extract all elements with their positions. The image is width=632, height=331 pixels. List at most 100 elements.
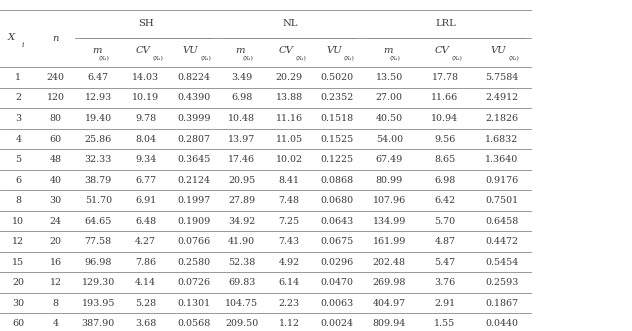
Text: 8.04: 8.04 bbox=[135, 134, 156, 144]
Text: 9.34: 9.34 bbox=[135, 155, 156, 164]
Text: 0.0470: 0.0470 bbox=[320, 278, 354, 287]
Text: 0.3645: 0.3645 bbox=[177, 155, 210, 164]
Text: 0.4472: 0.4472 bbox=[485, 237, 518, 246]
Text: 4: 4 bbox=[52, 319, 59, 328]
Text: 0.0296: 0.0296 bbox=[320, 258, 354, 267]
Text: 16: 16 bbox=[49, 258, 62, 267]
Text: 0.8224: 0.8224 bbox=[177, 73, 210, 82]
Text: 0.5454: 0.5454 bbox=[485, 258, 518, 267]
Text: 38.79: 38.79 bbox=[85, 175, 112, 185]
Text: 7.48: 7.48 bbox=[279, 196, 300, 205]
Text: 0.0063: 0.0063 bbox=[320, 299, 354, 308]
Text: 6.14: 6.14 bbox=[279, 278, 300, 287]
Text: 1: 1 bbox=[15, 73, 21, 82]
Text: NL: NL bbox=[282, 20, 298, 28]
Text: (Xᵢ): (Xᵢ) bbox=[344, 56, 355, 61]
Text: 34.92: 34.92 bbox=[228, 216, 255, 226]
Text: 2.91: 2.91 bbox=[434, 299, 456, 308]
Text: 8.65: 8.65 bbox=[434, 155, 456, 164]
Text: 40: 40 bbox=[50, 175, 61, 185]
Text: 3.76: 3.76 bbox=[434, 278, 456, 287]
Text: 12.93: 12.93 bbox=[85, 93, 112, 103]
Text: 41.90: 41.90 bbox=[228, 237, 255, 246]
Text: 134.99: 134.99 bbox=[373, 216, 406, 226]
Text: 5.7584: 5.7584 bbox=[485, 73, 518, 82]
Text: 15: 15 bbox=[12, 258, 25, 267]
Text: 80: 80 bbox=[50, 114, 61, 123]
Text: CV: CV bbox=[135, 46, 150, 56]
Text: 0.9176: 0.9176 bbox=[485, 175, 518, 185]
Text: 6.42: 6.42 bbox=[434, 196, 456, 205]
Text: 0.5020: 0.5020 bbox=[320, 73, 354, 82]
Text: 10: 10 bbox=[13, 216, 24, 226]
Text: 0.2807: 0.2807 bbox=[177, 134, 210, 144]
Text: 27.00: 27.00 bbox=[376, 93, 403, 103]
Text: 69.83: 69.83 bbox=[228, 278, 255, 287]
Text: 5.70: 5.70 bbox=[434, 216, 456, 226]
Text: VU: VU bbox=[326, 46, 342, 56]
Text: 5.47: 5.47 bbox=[434, 258, 456, 267]
Text: (Xᵢ): (Xᵢ) bbox=[99, 56, 110, 61]
Text: 0.0868: 0.0868 bbox=[320, 175, 354, 185]
Text: 14.03: 14.03 bbox=[132, 73, 159, 82]
Text: CV: CV bbox=[279, 46, 293, 56]
Text: CV: CV bbox=[434, 46, 449, 56]
Text: 0.2352: 0.2352 bbox=[320, 93, 354, 103]
Text: VU: VU bbox=[491, 46, 507, 56]
Text: 17.78: 17.78 bbox=[432, 73, 458, 82]
Text: 67.49: 67.49 bbox=[375, 155, 403, 164]
Text: (Xᵢ): (Xᵢ) bbox=[509, 56, 520, 61]
Text: (Xᵢ): (Xᵢ) bbox=[200, 56, 211, 61]
Text: 404.97: 404.97 bbox=[373, 299, 406, 308]
Text: 0.1301: 0.1301 bbox=[177, 299, 210, 308]
Text: 40.50: 40.50 bbox=[376, 114, 403, 123]
Text: 240: 240 bbox=[47, 73, 64, 82]
Text: 387.90: 387.90 bbox=[82, 319, 115, 328]
Text: 25.86: 25.86 bbox=[85, 134, 112, 144]
Text: 0.2580: 0.2580 bbox=[177, 258, 210, 267]
Text: VU: VU bbox=[183, 46, 198, 56]
Text: 64.65: 64.65 bbox=[85, 216, 112, 226]
Text: 0.0440: 0.0440 bbox=[485, 319, 518, 328]
Text: 20: 20 bbox=[50, 237, 61, 246]
Text: 0.0643: 0.0643 bbox=[320, 216, 354, 226]
Text: 161.99: 161.99 bbox=[373, 237, 406, 246]
Text: 1.6832: 1.6832 bbox=[485, 134, 518, 144]
Text: 27.89: 27.89 bbox=[228, 196, 255, 205]
Text: 0.0680: 0.0680 bbox=[320, 196, 354, 205]
Text: (Xᵢ): (Xᵢ) bbox=[452, 56, 463, 61]
Text: (Xᵢ): (Xᵢ) bbox=[296, 56, 307, 61]
Text: 3.49: 3.49 bbox=[231, 73, 252, 82]
Text: 0.0024: 0.0024 bbox=[320, 319, 354, 328]
Text: 1.3640: 1.3640 bbox=[485, 155, 518, 164]
Text: 80.99: 80.99 bbox=[375, 175, 403, 185]
Text: 96.98: 96.98 bbox=[85, 258, 112, 267]
Text: 9.78: 9.78 bbox=[135, 114, 156, 123]
Text: 24: 24 bbox=[50, 216, 61, 226]
Text: 0.0568: 0.0568 bbox=[177, 319, 210, 328]
Text: LRL: LRL bbox=[436, 20, 456, 28]
Text: 202.48: 202.48 bbox=[373, 258, 406, 267]
Text: 6.98: 6.98 bbox=[231, 93, 252, 103]
Text: m: m bbox=[236, 46, 245, 56]
Text: 4.87: 4.87 bbox=[434, 237, 456, 246]
Text: 3.68: 3.68 bbox=[135, 319, 156, 328]
Text: 0.1867: 0.1867 bbox=[485, 299, 518, 308]
Text: 8.41: 8.41 bbox=[279, 175, 300, 185]
Text: 1.12: 1.12 bbox=[279, 319, 300, 328]
Text: 51.70: 51.70 bbox=[85, 196, 112, 205]
Text: 30: 30 bbox=[49, 196, 62, 205]
Text: 77.58: 77.58 bbox=[85, 237, 112, 246]
Text: 6.47: 6.47 bbox=[88, 73, 109, 82]
Text: 13.97: 13.97 bbox=[228, 134, 255, 144]
Text: 2.23: 2.23 bbox=[279, 299, 300, 308]
Text: 2.1826: 2.1826 bbox=[485, 114, 518, 123]
Text: 5: 5 bbox=[15, 155, 21, 164]
Text: 10.02: 10.02 bbox=[276, 155, 303, 164]
Text: 2: 2 bbox=[15, 93, 21, 103]
Text: 193.95: 193.95 bbox=[82, 299, 115, 308]
Text: 7.43: 7.43 bbox=[279, 237, 300, 246]
Text: 7.86: 7.86 bbox=[135, 258, 156, 267]
Text: 4.92: 4.92 bbox=[279, 258, 300, 267]
Text: 48: 48 bbox=[50, 155, 61, 164]
